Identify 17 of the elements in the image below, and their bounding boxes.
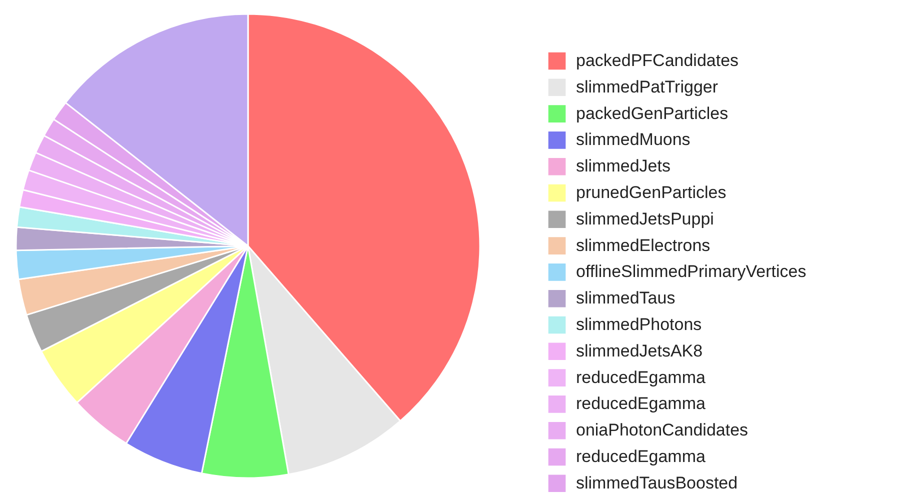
- legend-label: offlineSlimmedPrimaryVertices: [576, 262, 806, 282]
- legend-label: slimmedTausBoosted: [576, 473, 738, 492]
- legend-label: slimmedJetsAK8: [576, 341, 703, 360]
- legend-label: packedPFCandidates: [576, 51, 739, 70]
- legend-label: reducedEgamma: [576, 368, 706, 387]
- legend-label: prunedGenParticles: [576, 183, 726, 202]
- legend-label: slimmedJets: [576, 156, 670, 176]
- legend-label: packedGenParticles: [576, 104, 728, 123]
- legend-label: reducedEgamma: [576, 394, 706, 414]
- legend-label: reducedEgamma: [576, 447, 706, 466]
- legend-label: slimmedJetsPuppi: [576, 209, 714, 228]
- legend-label: slimmedPatTrigger: [576, 77, 718, 96]
- legend-label: slimmedElectrons: [576, 236, 710, 255]
- legend-label: slimmedMuons: [576, 130, 690, 150]
- legend-label: slimmedPhotons: [576, 315, 702, 334]
- legend-label: slimmedTaus: [576, 288, 676, 308]
- legend-label: oniaPhotonCandidates: [576, 420, 748, 440]
